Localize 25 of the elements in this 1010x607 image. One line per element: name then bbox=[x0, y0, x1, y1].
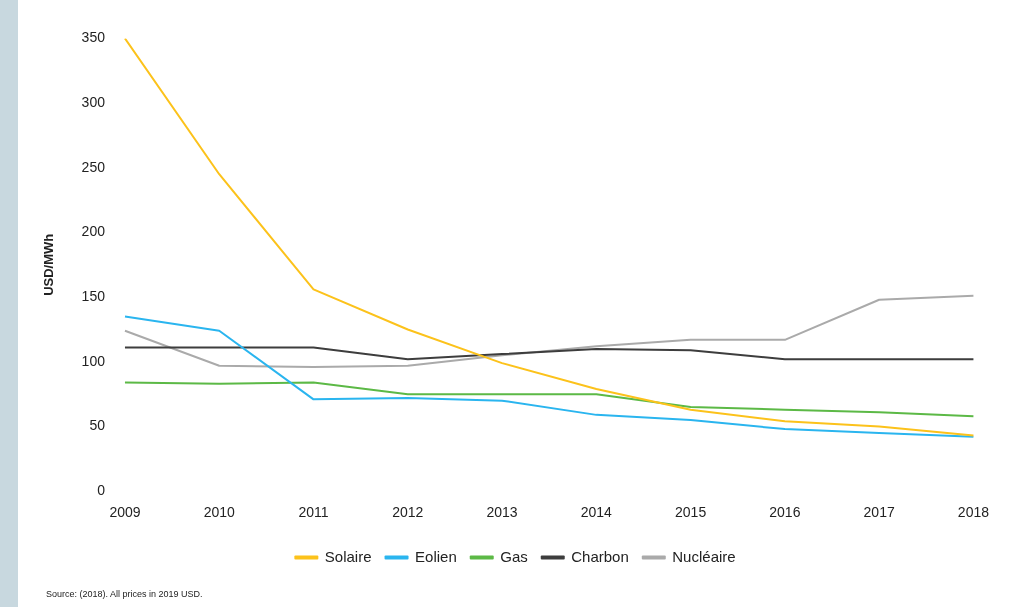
y-tick-label: 150 bbox=[81, 288, 106, 304]
y-tick-label: 0 bbox=[97, 482, 106, 499]
x-tick-label: 2018 bbox=[957, 504, 990, 521]
y-tick-label: 100 bbox=[81, 352, 106, 369]
legend-label: Nucléaire bbox=[672, 547, 736, 565]
source-note: Source: (2018). All prices in 2019 USD. bbox=[46, 589, 203, 599]
y-tick-label: 200 bbox=[81, 223, 106, 240]
y-tick-label: 50 bbox=[89, 417, 106, 434]
x-tick-label: 2017 bbox=[863, 504, 895, 521]
legend-label: Charbon bbox=[571, 547, 629, 565]
x-tick-label: 2010 bbox=[203, 504, 236, 521]
legend-label: Solaire bbox=[324, 547, 372, 565]
y-tick-label: 350 bbox=[81, 29, 106, 46]
x-tick-label: 2013 bbox=[486, 504, 518, 521]
x-tick-label: 2015 bbox=[675, 504, 707, 521]
x-tick-label: 2009 bbox=[109, 504, 141, 521]
x-tick-label: 2011 bbox=[298, 504, 329, 521]
x-tick-label: 2016 bbox=[769, 504, 801, 521]
y-axis-title: USD/MWh bbox=[41, 233, 57, 296]
x-tick-label: 2014 bbox=[580, 504, 613, 521]
y-tick-label: 300 bbox=[81, 93, 106, 110]
y-tick-label: 250 bbox=[81, 158, 106, 175]
x-tick-label: 2012 bbox=[392, 504, 424, 521]
legend-label: Gas bbox=[500, 547, 528, 565]
legend-label: Eolien bbox=[415, 547, 457, 565]
